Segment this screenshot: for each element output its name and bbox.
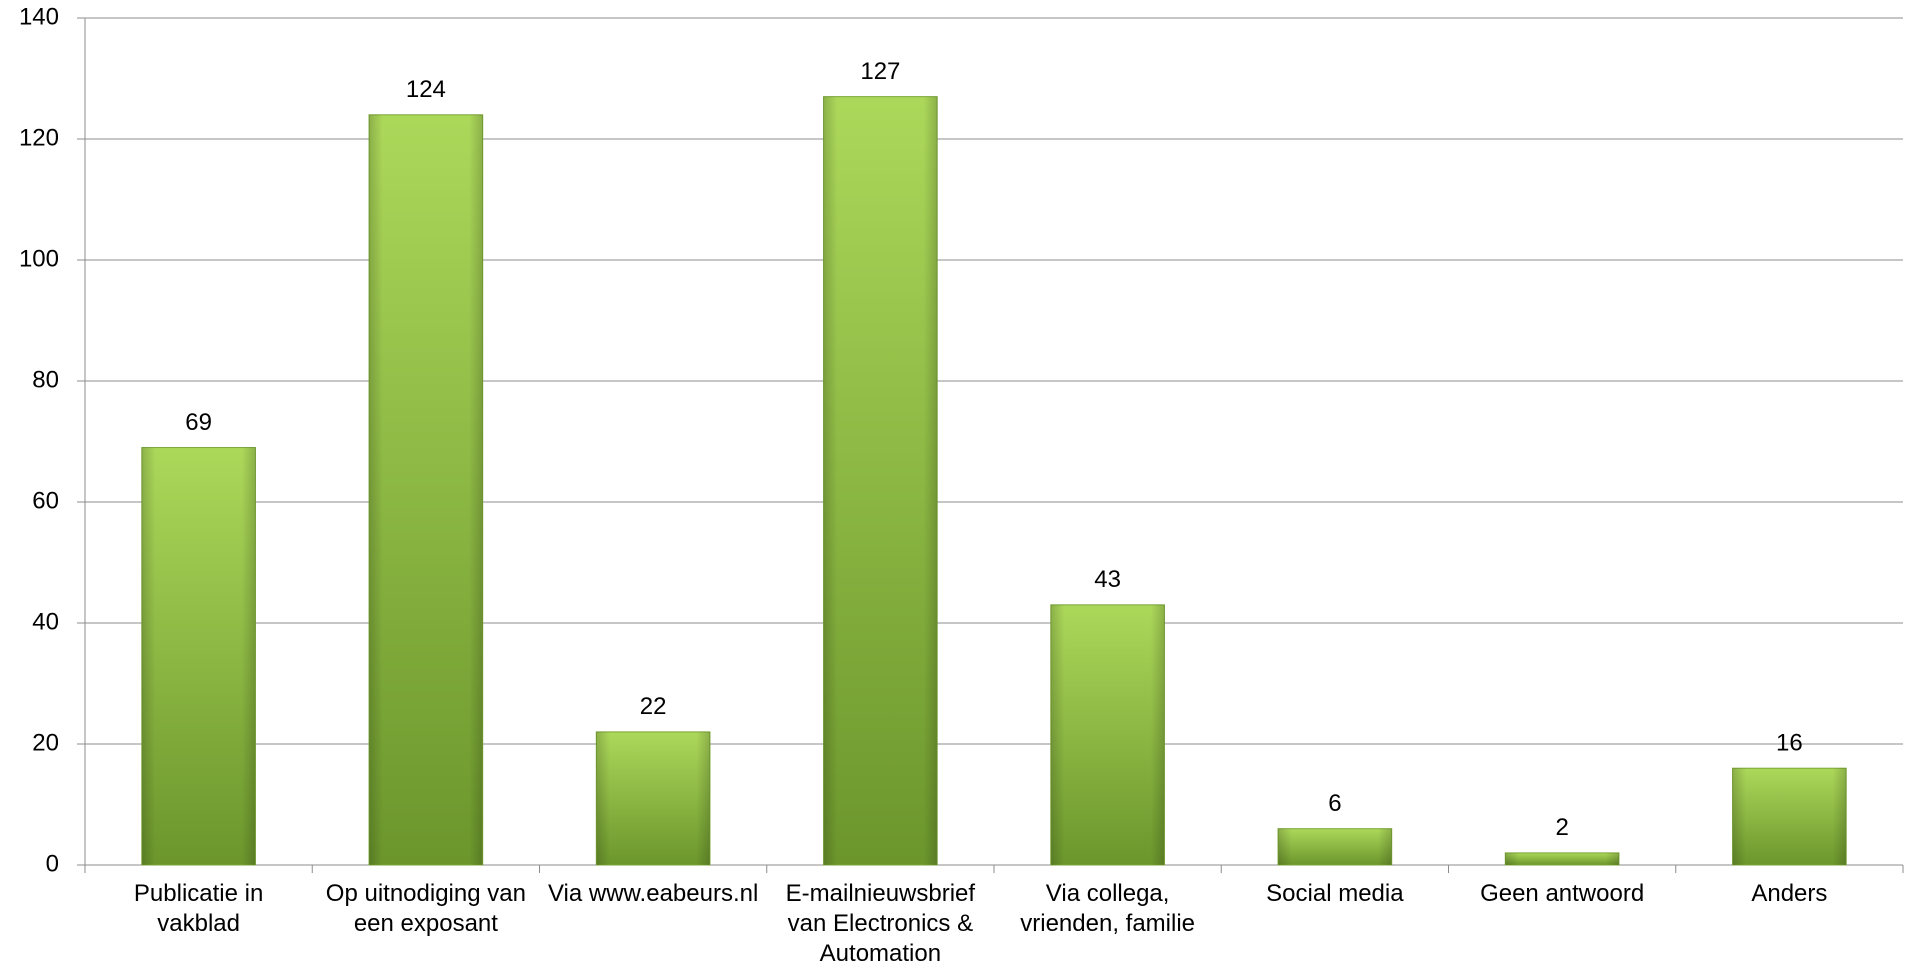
- value-label: 43: [1094, 566, 1121, 593]
- x-tick-label: Social media: [1266, 880, 1404, 907]
- x-tick-label: Via collega, vrienden, familie: [1020, 880, 1195, 937]
- y-tick-label: 120: [19, 124, 59, 151]
- x-tick-label: Anders: [1751, 880, 1828, 907]
- x-tick-label: Via www.eabeurs.nl: [547, 880, 759, 907]
- value-label: 16: [1776, 730, 1803, 757]
- y-tick-label: 60: [32, 487, 59, 514]
- value-label: 127: [860, 58, 900, 85]
- bar: [823, 96, 938, 866]
- value-label: 22: [640, 693, 667, 720]
- y-tick-label: 140: [19, 3, 59, 30]
- bar: [1050, 604, 1165, 866]
- value-label: 69: [185, 409, 212, 436]
- y-tick-label: 20: [32, 729, 59, 756]
- bar: [1277, 828, 1393, 866]
- bar: [368, 114, 484, 866]
- y-tick-label: 40: [32, 608, 59, 635]
- bar: [595, 731, 711, 866]
- value-label: 124: [406, 76, 446, 103]
- y-tick-label: 100: [19, 245, 59, 272]
- value-label: 2: [1555, 814, 1568, 841]
- bar: [1732, 767, 1847, 866]
- y-tick-label: 0: [46, 850, 59, 877]
- bar: [1504, 852, 1620, 866]
- x-tick-label: Publicatie in vakblad: [133, 880, 264, 937]
- x-tick-label: Op uitnodiging van een exposant: [325, 880, 526, 937]
- value-label: 6: [1328, 790, 1341, 817]
- x-tick-label: E-mailnieuwsbrief van Electronics & Auto…: [785, 880, 976, 967]
- y-tick-label: 80: [32, 366, 59, 393]
- bar: [141, 447, 256, 866]
- x-tick-label: Geen antwoord: [1480, 880, 1645, 907]
